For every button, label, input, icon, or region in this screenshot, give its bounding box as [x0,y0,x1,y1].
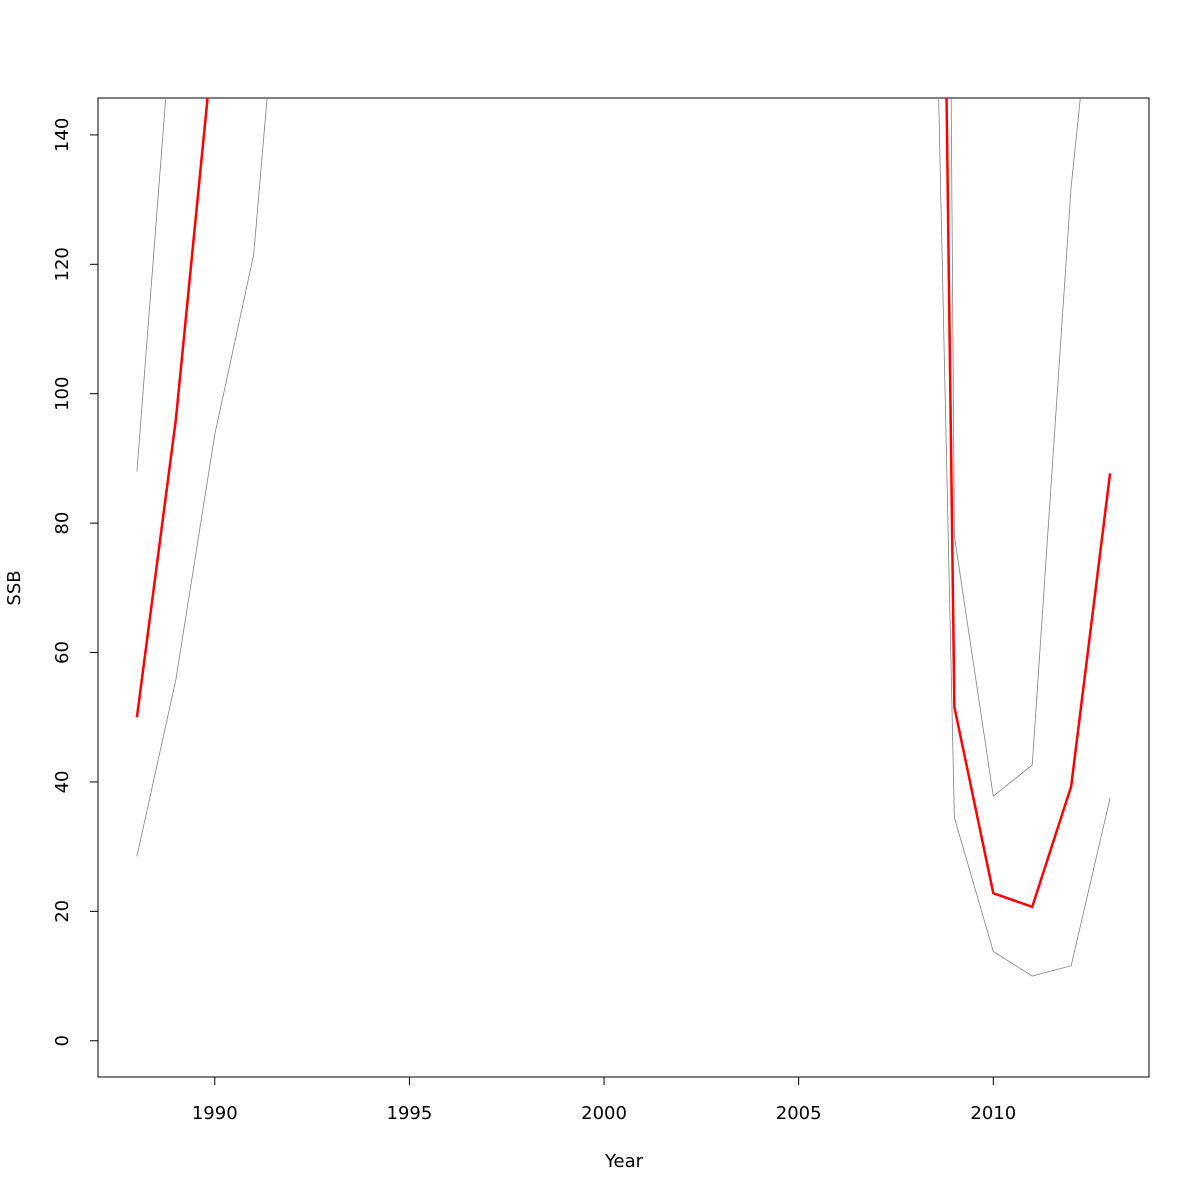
x-tick-label: 2000 [581,1103,627,1124]
y-tick-label: 20 [52,900,73,923]
series-line [135,98,1112,909]
y-tick-label: 40 [52,770,73,793]
x-axis-label: Year [604,1151,644,1172]
y-tick-label: 120 [52,247,73,281]
x-tick-label: 2005 [776,1103,822,1124]
x-tick-label: 2010 [970,1103,1016,1124]
x-tick-label: 1995 [387,1103,433,1124]
lines [135,98,1112,977]
series-line [136,98,1111,977]
y-tick-label: 80 [52,512,73,535]
x-tick-label: 1990 [192,1103,238,1124]
y-tick-label: 60 [52,641,73,664]
y-axis-label: SSB [4,570,25,605]
y-tick-label: 100 [52,377,73,411]
y-tick-label: 140 [52,118,73,152]
plot-box [97,97,1150,1078]
series-line [136,98,1081,797]
y-tick-label: 0 [52,1035,73,1046]
